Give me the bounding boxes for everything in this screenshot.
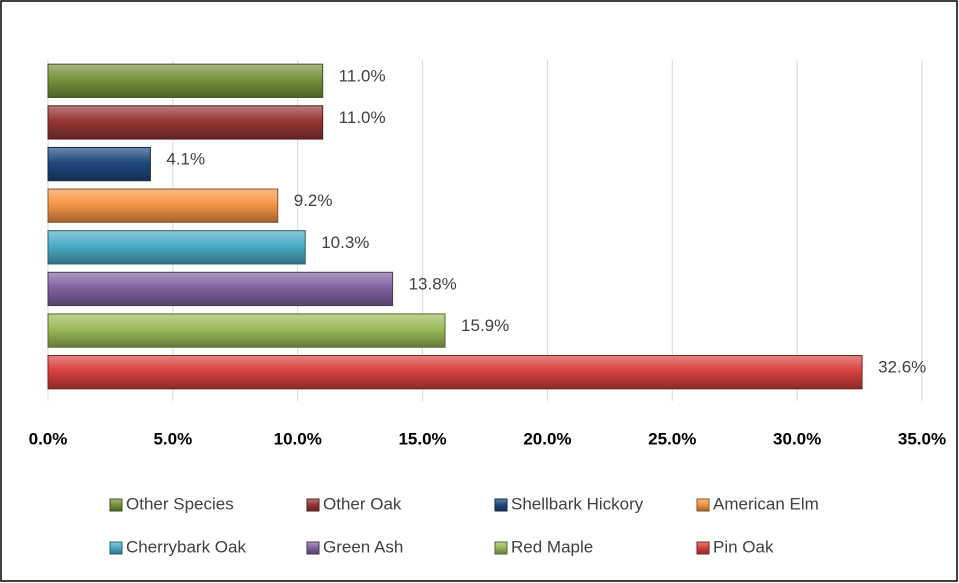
x-tick-label: 10.0% <box>274 429 322 448</box>
bar <box>47 313 446 348</box>
bar <box>47 230 306 265</box>
x-tick-label: 35.0% <box>898 429 946 448</box>
value-label: 10.3% <box>321 233 369 252</box>
x-tick-label: 30.0% <box>773 429 821 448</box>
legend-label: Shellbark Hickory <box>511 494 644 513</box>
value-label: 32.6% <box>878 358 926 377</box>
value-label: 11.0% <box>339 66 386 85</box>
x-tick-label: 20.0% <box>523 429 571 448</box>
legend-marker <box>306 498 320 512</box>
x-tick-label: 25.0% <box>648 429 696 448</box>
legend-label: Other Oak <box>323 494 402 513</box>
value-label: 4.1% <box>166 150 205 169</box>
legend-label: Green Ash <box>323 537 403 556</box>
bar <box>47 146 151 182</box>
legend-label: Other Species <box>126 494 234 513</box>
bar <box>47 105 324 140</box>
value-label: 9.2% <box>294 191 333 210</box>
legend-marker <box>494 541 508 555</box>
bar <box>47 188 279 223</box>
bar <box>47 355 863 390</box>
legend-marker <box>109 498 123 512</box>
x-tick-label: 5.0% <box>153 429 192 448</box>
value-label: 15.9% <box>461 316 509 335</box>
legend-marker <box>494 498 508 512</box>
x-tick-label: 0.0% <box>29 429 68 448</box>
legend-marker <box>696 498 710 512</box>
value-label: 13.8% <box>409 274 457 293</box>
bar <box>47 271 394 307</box>
x-tick-label: 15.0% <box>398 429 446 448</box>
value-label: 11.0% <box>339 108 386 127</box>
legend-marker <box>306 541 320 555</box>
legend-label: American Elm <box>713 494 819 513</box>
bar <box>47 63 324 98</box>
legend-label: Cherrybark Oak <box>126 537 246 556</box>
legend-marker <box>696 541 710 555</box>
legend-marker <box>109 541 123 555</box>
legend-label: Red Maple <box>511 537 593 556</box>
legend-label: Pin Oak <box>713 537 774 556</box>
